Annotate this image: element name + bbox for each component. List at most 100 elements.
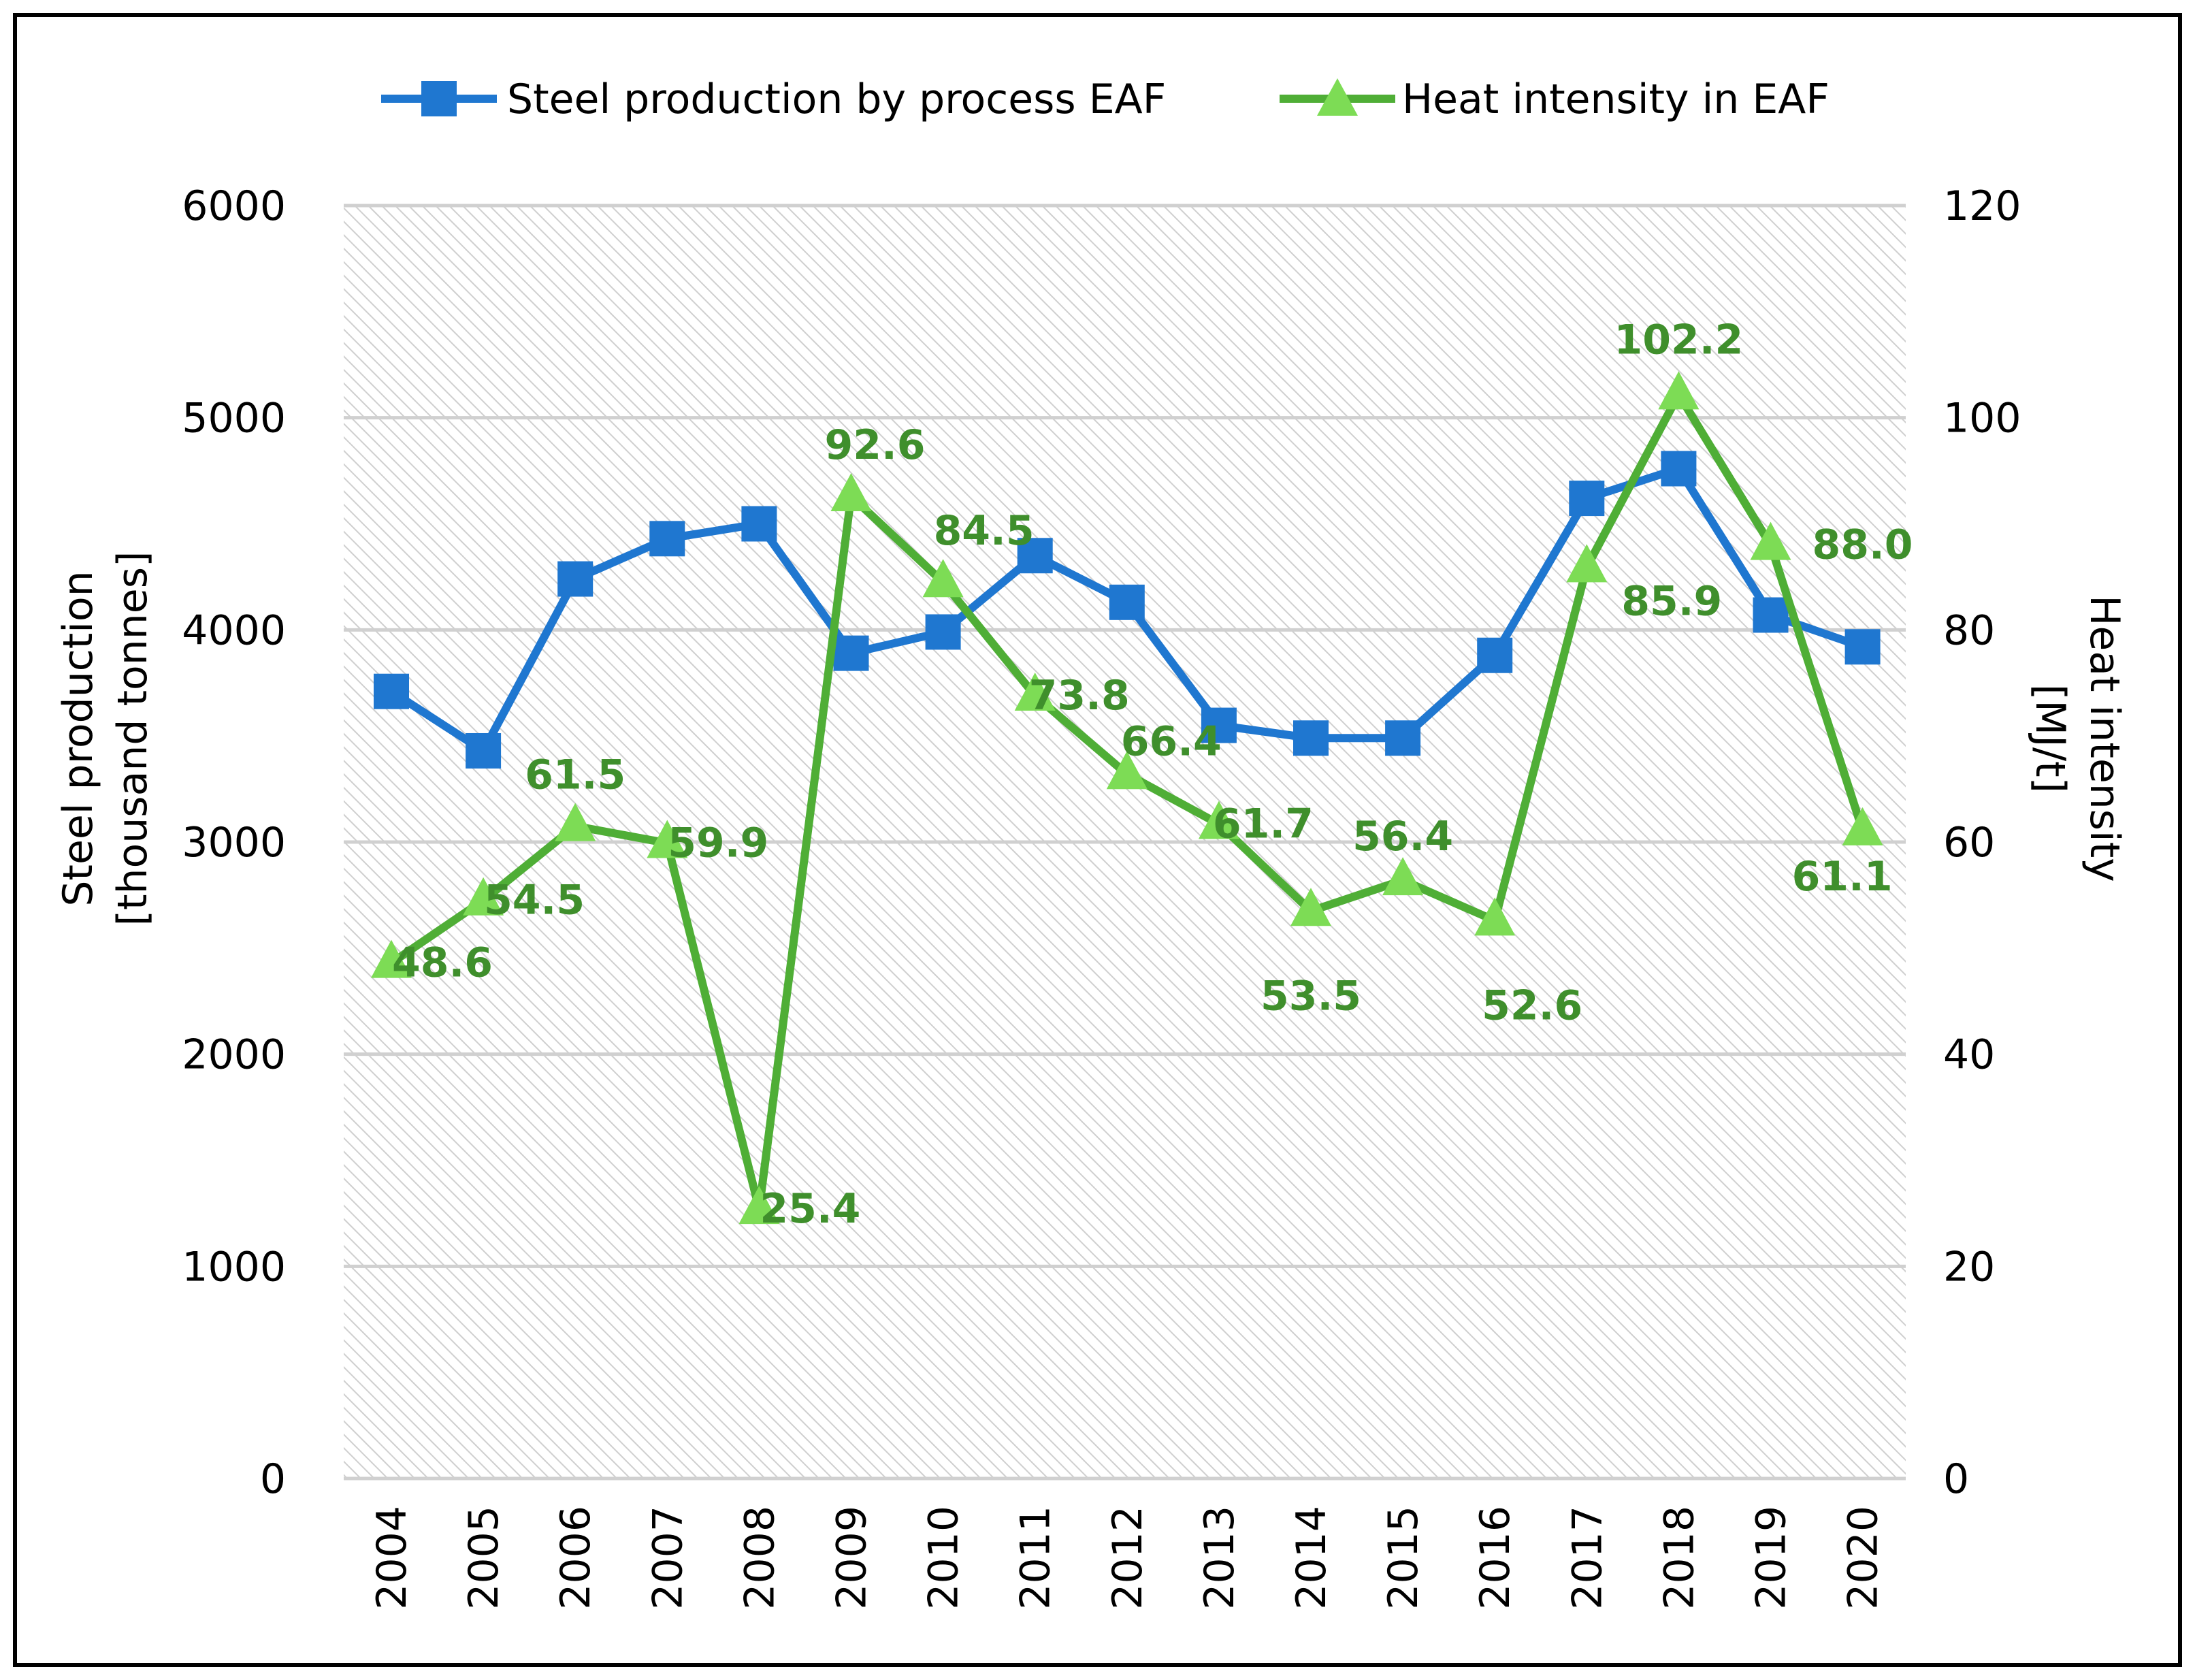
legend-item-heat[interactable]: Heat intensity in EAF bbox=[1280, 76, 1830, 123]
x-tick-label: 2009 bbox=[828, 1506, 876, 1610]
right-tick-label: 0 bbox=[1943, 1455, 1969, 1503]
left-axis-ticks: 0 1000 2000 3000 4000 5000 6000 bbox=[182, 182, 286, 1503]
heat-intensity-data-label: 59.9 bbox=[668, 820, 768, 867]
x-tick-label: 2012 bbox=[1104, 1506, 1152, 1610]
x-tick-label: 2015 bbox=[1380, 1506, 1427, 1610]
heat-intensity-point[interactable] bbox=[1014, 672, 1056, 711]
heat-intensity-data-label: 102.2 bbox=[1614, 316, 1744, 364]
legend-square-marker-icon bbox=[421, 81, 457, 116]
heat-intensity-data-label: 48.6 bbox=[392, 939, 493, 987]
heat-intensity-point[interactable] bbox=[1750, 521, 1791, 560]
right-tick-label: 40 bbox=[1943, 1031, 1995, 1079]
series-steel-production bbox=[374, 451, 1881, 769]
x-tick-label: 2007 bbox=[644, 1506, 692, 1610]
x-tick-label: 2016 bbox=[1472, 1506, 1519, 1610]
steel-production-point[interactable] bbox=[649, 521, 685, 557]
heat-intensity-point[interactable] bbox=[1474, 897, 1516, 936]
legend-item-steel[interactable]: Steel production by process EAF bbox=[381, 76, 1166, 123]
right-tick-label: 100 bbox=[1943, 395, 2021, 442]
steel-production-point[interactable] bbox=[925, 614, 961, 650]
heat-intensity-point[interactable] bbox=[647, 820, 688, 858]
heat-intensity-point[interactable] bbox=[1290, 888, 1331, 926]
right-axis-title-line1: Heat intensity bbox=[2081, 595, 2128, 882]
heat-intensity-data-label: 92.6 bbox=[824, 421, 925, 469]
legend-triangle-marker-icon bbox=[1317, 78, 1358, 116]
steel-production-point[interactable] bbox=[1661, 451, 1697, 487]
steel-production-point[interactable] bbox=[1753, 597, 1789, 633]
steel-production-point[interactable] bbox=[1201, 707, 1237, 743]
heat-intensity-point[interactable] bbox=[371, 939, 412, 978]
x-tick-label: 2020 bbox=[1840, 1506, 1887, 1610]
right-tick-label: 60 bbox=[1943, 819, 1995, 867]
steel-production-point[interactable] bbox=[557, 561, 594, 597]
steel-production-point[interactable] bbox=[1017, 538, 1053, 574]
x-tick-label: 2014 bbox=[1288, 1506, 1335, 1610]
steel-production-point[interactable] bbox=[1293, 720, 1329, 756]
steel-production-point[interactable] bbox=[466, 732, 502, 769]
left-tick-label: 4000 bbox=[182, 607, 286, 654]
right-tick-label: 120 bbox=[1943, 182, 2021, 230]
left-tick-label: 3000 bbox=[182, 819, 286, 867]
x-tick-label: 2004 bbox=[368, 1506, 416, 1610]
right-tick-label: 20 bbox=[1943, 1243, 1995, 1291]
heat-intensity-point[interactable] bbox=[738, 1186, 780, 1225]
steel-production-point[interactable] bbox=[1385, 720, 1421, 756]
heat-intensity-data-label: 66.4 bbox=[1121, 717, 1222, 765]
heat-intensity-point[interactable] bbox=[922, 559, 964, 598]
heat-intensity-data-labels: 48.6 54.5 61.5 59.9 25.4 92.684.5 73.866.4 61.7… bbox=[392, 316, 1913, 1233]
heat-intensity-data-label: 61.5 bbox=[525, 752, 625, 799]
left-tick-label: 0 bbox=[260, 1455, 286, 1503]
heat-intensity-data-label: 61.1 bbox=[1792, 853, 1893, 901]
heat-intensity-point[interactable] bbox=[1198, 801, 1239, 839]
heat-intensity-data-label: 52.6 bbox=[1482, 982, 1582, 1029]
steel-production-point[interactable] bbox=[833, 635, 869, 671]
left-tick-label: 5000 bbox=[182, 395, 286, 442]
steel-production-point[interactable] bbox=[1844, 629, 1881, 665]
right-axis-title: Heat intensity [MJ/t] bbox=[2026, 595, 2128, 882]
right-axis-title-line2: [MJ/t] bbox=[2026, 684, 2074, 793]
left-tick-label: 2000 bbox=[182, 1031, 286, 1079]
heat-intensity-point[interactable] bbox=[1658, 371, 1700, 410]
heat-intensity-point[interactable] bbox=[555, 803, 596, 841]
series-heat-intensity bbox=[371, 371, 1883, 1225]
heat-intensity-data-label: 56.4 bbox=[1352, 813, 1453, 860]
legend-steel-label: Steel production by process EAF bbox=[507, 76, 1166, 123]
heat-intensity-point[interactable] bbox=[1106, 751, 1148, 790]
heat-intensity-point[interactable] bbox=[463, 877, 504, 916]
x-tick-label: 2013 bbox=[1196, 1506, 1243, 1610]
steel-production-point[interactable] bbox=[374, 673, 409, 709]
heat-intensity-data-label: 88.0 bbox=[1812, 521, 1913, 569]
legend: Steel production by process EAF Heat int… bbox=[381, 76, 1830, 123]
x-tick-label: 2006 bbox=[552, 1506, 600, 1610]
x-tick-label: 2019 bbox=[1748, 1506, 1795, 1610]
gridlines bbox=[344, 204, 1906, 1481]
left-axis-title-line2: [thousand tonnes] bbox=[109, 551, 157, 926]
right-tick-label: 80 bbox=[1943, 607, 1995, 654]
heat-intensity-data-label: 85.9 bbox=[1621, 577, 1722, 625]
x-tick-label: 2017 bbox=[1563, 1506, 1611, 1610]
x-tick-label: 2011 bbox=[1012, 1506, 1060, 1610]
steel-production-point[interactable] bbox=[1477, 637, 1513, 673]
heat-intensity-point[interactable] bbox=[830, 472, 872, 511]
heat-intensity-data-label: 54.5 bbox=[484, 877, 585, 924]
x-tick-label: 2010 bbox=[920, 1506, 968, 1610]
steel-production-point[interactable] bbox=[1109, 584, 1145, 620]
right-axis-ticks: 0 20 40 60 80 100 120 bbox=[1943, 182, 2021, 1503]
x-tick-label: 2008 bbox=[736, 1506, 783, 1610]
heat-intensity-data-label: 53.5 bbox=[1261, 972, 1361, 1020]
heat-intensity-point[interactable] bbox=[1566, 544, 1608, 583]
heat-intensity-data-label: 25.4 bbox=[760, 1185, 860, 1233]
left-axis-title: Steel production [thousand tonnes] bbox=[54, 551, 157, 926]
heat-intensity-point[interactable] bbox=[1842, 807, 1883, 845]
x-tick-label: 2005 bbox=[460, 1506, 508, 1610]
left-tick-label: 1000 bbox=[182, 1243, 286, 1291]
legend-heat-label: Heat intensity in EAF bbox=[1402, 76, 1830, 123]
steel-production-point[interactable] bbox=[741, 506, 777, 542]
heat-intensity-data-label: 84.5 bbox=[934, 507, 1035, 555]
left-tick-label: 6000 bbox=[182, 182, 286, 230]
steel-production-point[interactable] bbox=[1569, 481, 1605, 517]
heat-intensity-point[interactable] bbox=[1382, 857, 1424, 896]
heat-intensity-data-label: 73.8 bbox=[1029, 672, 1130, 720]
left-axis-title-line1: Steel production bbox=[54, 570, 102, 906]
